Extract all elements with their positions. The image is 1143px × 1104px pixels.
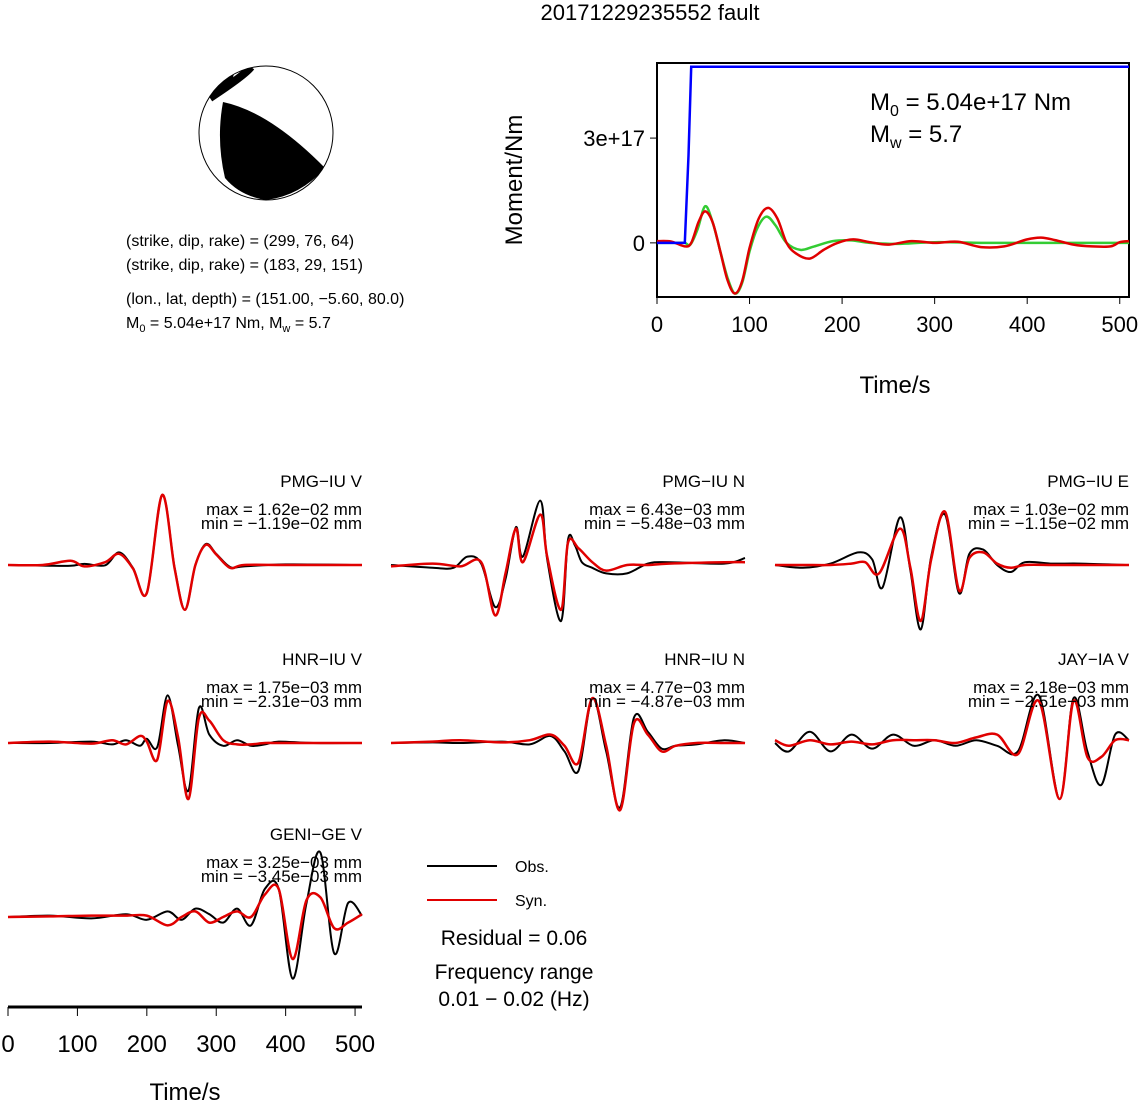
- waveform-station-label: PMG−IU V: [280, 472, 362, 491]
- waveform-max-label: max = 2.18e−03 mm: [973, 678, 1129, 697]
- frequency-range-value: 0.01 − 0.02 (Hz): [438, 988, 589, 1011]
- waveform-syn-line: [7, 883, 363, 961]
- waveform-station-label: GENI−GE V: [270, 825, 363, 844]
- waveform-station-label: PMG−IU N: [662, 472, 745, 491]
- moment-x-tick-label: 400: [1009, 312, 1046, 337]
- waveform-x-tick-label: 0: [1, 1031, 14, 1058]
- waveform-syn-line: [390, 696, 745, 812]
- moment-plot-frame: [656, 62, 1130, 298]
- waveform-x-tick-label: 100: [57, 1031, 97, 1058]
- beach-ball-compression-quadrant: [219, 102, 325, 200]
- legend-obs-label: Obs.: [515, 859, 549, 876]
- waveform-legend: Obs. Syn.: [427, 859, 549, 910]
- moment-series-red: [656, 206, 1130, 295]
- figure-title: 20171229235552 fault: [541, 0, 760, 25]
- waveform-min-label: min = −1.15e−02 mm: [968, 514, 1129, 533]
- waveform-syn-line: [774, 699, 1130, 801]
- plane2-text: (strike, dip, rake) = (183, 29, 151): [126, 257, 363, 274]
- frequency-range-label: Frequency range: [435, 961, 594, 984]
- waveform-max-label: max = 4.77e−03 mm: [589, 678, 745, 697]
- waveform-max-label: max = 6.43e−03 mm: [589, 500, 745, 519]
- waveform-x-tick-label: 400: [266, 1031, 306, 1058]
- waveform-syn-line: [7, 699, 362, 801]
- moment-annotation-m0: M0 = 5.04e+17 Nm: [870, 89, 1071, 120]
- moment-x-tick-label: 300: [916, 312, 953, 337]
- moment-annotation-mw: Mw = 5.7: [870, 121, 962, 152]
- residual-text: Residual = 0.06: [441, 927, 588, 950]
- moment-x-axis-label: Time/s: [859, 372, 930, 399]
- waveform-syn-line: [390, 513, 746, 617]
- waveform-min-label: min = −3.45e−03 mm: [201, 867, 362, 886]
- waveform-syn-line: [7, 493, 362, 612]
- moment-series-cumulative: [657, 65, 1129, 245]
- moment-y-tick-label: 3e+17: [583, 126, 645, 151]
- waveform-x-tick-label: 200: [127, 1031, 167, 1058]
- location-text: (lon., lat, depth) = (151.00, −5.60, 80.…: [126, 291, 404, 308]
- waveform-x-tick-label: 500: [335, 1031, 375, 1058]
- waveform-x-tick-label: 300: [196, 1031, 236, 1058]
- moment-x-tick-label: 0: [651, 312, 663, 337]
- waveform-max-label: max = 1.62e−02 mm: [206, 500, 362, 519]
- waveform-min-label: min = −4.87e−03 mm: [584, 692, 745, 711]
- plane1-text: (strike, dip, rake) = (299, 76, 64): [126, 233, 354, 250]
- waveform-min-label: min = −5.48e−03 mm: [584, 514, 745, 533]
- waveform-obs-line: [774, 693, 1130, 801]
- moment-x-tick-label: 100: [731, 312, 768, 337]
- beach-ball: [198, 65, 334, 201]
- moment-rate-chart: M0 = 5.04e+17 Nm Mw = 5.7 Time/s Moment/…: [501, 62, 1138, 399]
- moment-text: M0 = 5.04e+17 Nm, Mw = 5.7: [126, 315, 331, 335]
- waveform-station-label: HNR−IU V: [282, 650, 362, 669]
- waveform-max-label: max = 3.25e−03 mm: [206, 853, 362, 872]
- waveform-max-label: max = 1.75e−03 mm: [206, 678, 362, 697]
- waveform-syn-line: [774, 510, 1129, 623]
- waveform-station-label: HNR−IU N: [664, 650, 745, 669]
- legend-syn-label: Syn.: [515, 893, 547, 910]
- waveform-station-label: JAY−IA V: [1058, 650, 1130, 669]
- waveform-x-axis-label: Time/s: [149, 1079, 220, 1104]
- waveform-obs-line: [390, 499, 746, 623]
- moment-y-axis-label: Moment/Nm: [501, 115, 528, 246]
- waveform-max-label: max = 1.03e−02 mm: [973, 500, 1129, 519]
- moment-x-tick-label: 500: [1101, 312, 1138, 337]
- moment-x-tick-label: 200: [824, 312, 861, 337]
- waveform-min-label: min = −1.19e−02 mm: [201, 514, 362, 533]
- waveform-min-label: min = −2.31e−03 mm: [201, 692, 362, 711]
- waveform-station-label: PMG−IU E: [1047, 472, 1129, 491]
- waveform-min-label: min = −2.51e−03 mm: [968, 692, 1129, 711]
- moment-y-tick-label: 0: [633, 231, 645, 256]
